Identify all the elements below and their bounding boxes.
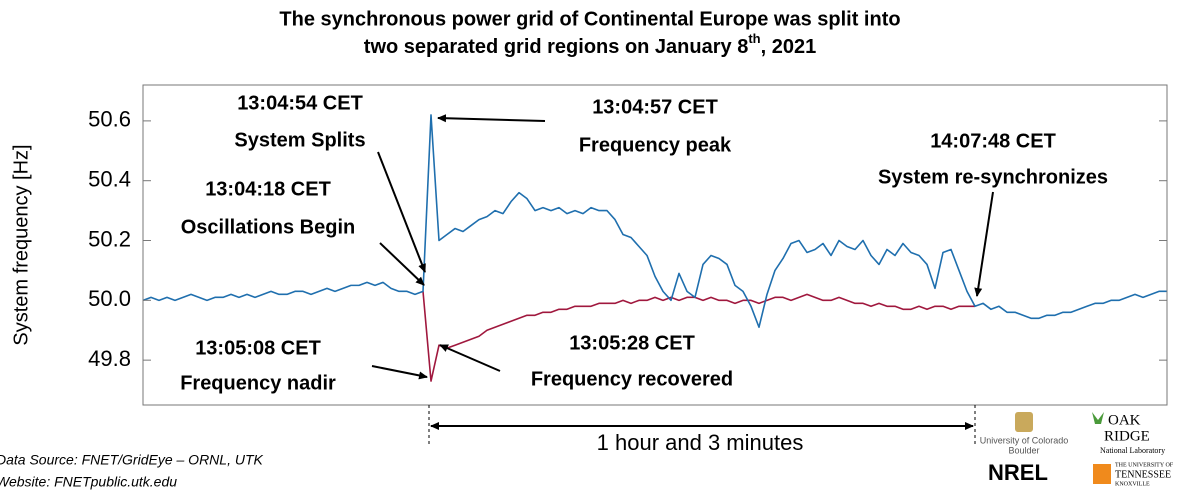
series-line xyxy=(422,291,975,382)
logo-icon xyxy=(1092,412,1104,424)
logo-text: National Laboratory xyxy=(1100,446,1165,455)
y-tick-label: 50.2 xyxy=(88,226,131,251)
annotation-label: System re-synchronizes xyxy=(878,166,1108,188)
annotation-label: Frequency nadir xyxy=(180,372,336,394)
y-axis-label: System frequency [Hz] xyxy=(10,144,32,345)
y-tick-label: 50.0 xyxy=(88,286,131,311)
series-line xyxy=(142,114,1167,329)
title-text: two separated grid regions on January 8 xyxy=(364,36,749,58)
title-block: The synchronous power grid of Continenta… xyxy=(279,8,900,58)
footer-text: Data Source: FNET/GridEye – ORNL, UTK xyxy=(0,452,264,468)
y-tick-label: 50.4 xyxy=(88,167,131,192)
title-text: , 2021 xyxy=(761,36,817,58)
annotation-time: 13:05:08 CET xyxy=(195,337,321,359)
logo-text: RIDGE xyxy=(1104,428,1150,444)
logo-text: THE UNIVERSITY OF xyxy=(1115,462,1174,468)
annotation-arrow xyxy=(439,344,501,372)
annotation-arrow xyxy=(379,242,425,286)
annotation-label: Frequency recovered xyxy=(531,368,733,390)
logos: University of Colorado Boulder OAK RIDGE… xyxy=(980,412,1174,487)
annotation-arrow xyxy=(974,191,994,297)
annotation-label: Oscillations Begin xyxy=(181,216,355,238)
chart-title: The synchronous power grid of Continenta… xyxy=(279,8,900,30)
logo-text: NREL xyxy=(988,460,1048,485)
annotation-arrow xyxy=(437,114,546,123)
logo-text: University of Colorado xyxy=(980,435,1069,445)
annotation-arrow xyxy=(371,365,428,380)
annotation-time: 13:04:54 CET xyxy=(237,92,363,114)
title-superscript: th xyxy=(748,31,760,46)
footer-text: Website: FNETpublic.utk.edu xyxy=(0,474,177,490)
plot-frame xyxy=(142,84,1168,406)
annotation-label: Frequency peak xyxy=(579,134,732,156)
annotation-label: System Splits xyxy=(234,129,365,151)
annotation-time: 14:07:48 CET xyxy=(930,130,1056,152)
y-tick-label: 49.8 xyxy=(88,346,131,371)
y-tick-label: 50.6 xyxy=(88,107,131,132)
logo-text: TENNESSEE xyxy=(1115,469,1171,480)
logo-text: KNOXVILLE xyxy=(1115,481,1150,487)
duration-label: 1 hour and 3 minutes xyxy=(597,430,804,455)
annotation-time: 13:05:28 CET xyxy=(569,332,695,354)
annotation-arrow xyxy=(377,151,426,273)
logo-text: Boulder xyxy=(1008,445,1039,455)
annotation-time: 13:04:57 CET xyxy=(592,96,718,118)
logo-icon xyxy=(1015,412,1033,432)
annotation-time: 13:04:18 CET xyxy=(205,178,331,200)
chart-title: two separated grid regions on January 8t… xyxy=(364,31,816,58)
plot-area xyxy=(142,114,1167,382)
logo-icon xyxy=(1093,464,1111,484)
logo-text: OAK xyxy=(1108,412,1141,428)
